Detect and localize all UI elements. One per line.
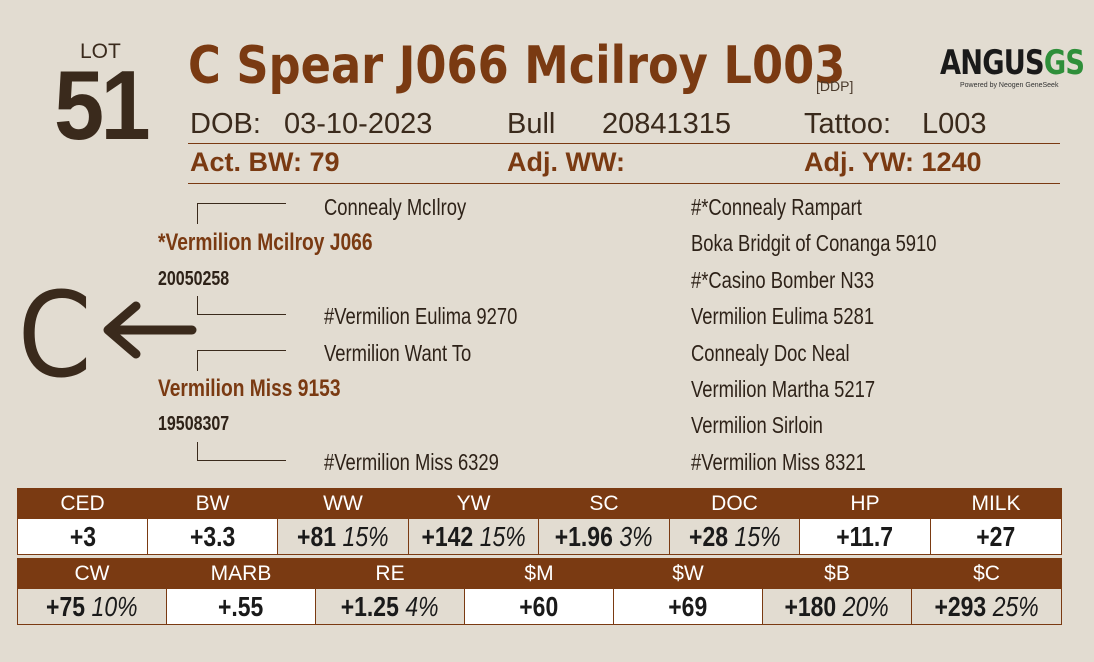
epd-value-dollar-m: +60: [519, 590, 559, 622]
epd-cell-hp: +11.7: [799, 518, 931, 555]
epd-value-yw: +142: [421, 520, 474, 552]
epd-value-hp: +11.7: [836, 520, 894, 552]
epd-header-ww: WW: [277, 488, 409, 519]
epd-percentile-sc: 3%: [619, 520, 653, 552]
epd-value-ced: +3: [69, 520, 96, 552]
dam-sire-name: Vermilion Want To: [324, 340, 472, 366]
epd-value-re: +1.25: [341, 590, 400, 622]
epd-cell-bw: +3.3: [147, 518, 278, 555]
dam-registration: 19508307: [158, 413, 230, 435]
logo-brand-text: ANGUS: [940, 43, 1045, 83]
epd-header-ced: CED: [17, 488, 148, 519]
sire-bracket-bottom: [197, 296, 286, 315]
epd-cell-cw: +75 10%: [17, 588, 167, 625]
epd-table-row2: CW MARB RE $M $W $B $C +75 10% +.55 +1.25 4% +60 +69…: [17, 558, 1062, 625]
epd-header-re: RE: [315, 558, 465, 589]
great-grandparent-4: Vermilion Eulima 5281: [691, 303, 875, 329]
dam-name: Vermilion Miss 9153: [158, 375, 341, 402]
brand-letter: C: [18, 272, 92, 392]
epd-value-ww: +81: [297, 520, 337, 552]
epd-percentile-re: 4%: [405, 590, 439, 622]
adjusted-weaning-weight: Adj. WW:: [507, 147, 625, 177]
sire-name: *Vermilion Mcilroy J066: [158, 229, 373, 256]
epd-percentile-doc: 15%: [734, 520, 781, 552]
sire-bracket-top: [197, 203, 286, 224]
epd-value-marb: +.55: [218, 590, 264, 622]
epd-header-cw: CW: [17, 558, 167, 589]
dam-dam-name: #Vermilion Miss 6329: [324, 449, 499, 475]
logo-gs-text: GS: [1043, 43, 1085, 83]
epd-header-hp: HP: [799, 488, 931, 519]
epd-percentile-dollar-c: 25%: [992, 590, 1039, 622]
epd-cell-dollar-w: +69: [613, 588, 763, 625]
epd-cell-ww: +81 15%: [277, 518, 409, 555]
tattoo-label: Tattoo:: [804, 108, 892, 140]
great-grandparent-7: Vermilion Sirloin: [691, 412, 823, 438]
epd-percentile-ww: 15%: [342, 520, 389, 552]
epd-header-yw: YW: [408, 488, 539, 519]
adjusted-yearling-weight: Adj. YW: 1240: [804, 147, 982, 177]
divider-bottom: [188, 183, 1060, 184]
great-grandparent-1: #*Connealy Rampart: [691, 194, 862, 220]
epd-header-doc: DOC: [669, 488, 800, 519]
epd-percentile-yw: 15%: [479, 520, 526, 552]
epd-cell-re: +1.25 4%: [315, 588, 465, 625]
epd-header-sc: SC: [538, 488, 670, 519]
epd-header-dollar-w: $W: [613, 558, 763, 589]
epd-cell-dollar-m: +60: [464, 588, 614, 625]
registration-tag: [DDP]: [816, 78, 854, 94]
divider-top: [188, 143, 1060, 144]
dam-bracket-bottom: [197, 442, 286, 461]
dob-value: 03-10-2023: [284, 108, 433, 140]
great-grandparent-3: #*Casino Bomber N33: [691, 267, 875, 293]
epd-value-dollar-w: +69: [668, 590, 708, 622]
epd-value-doc: +28: [688, 520, 728, 552]
epd-table-row1: CED BW WW YW SC DOC HP MILK +3 +3.3 +81 15% +142 15%…: [17, 488, 1062, 555]
lot-label: LOT: [80, 40, 121, 63]
epd-cell-dollar-b: +180 20%: [762, 588, 912, 625]
epd-header-dollar-m: $M: [464, 558, 614, 589]
animal-name: C Spear J066 Mcilroy L003: [188, 36, 846, 96]
epd-header-milk: MILK: [930, 488, 1062, 519]
dam-bracket-top: [197, 350, 286, 371]
epd-cell-dollar-c: +293 25%: [911, 588, 1062, 625]
great-grandparent-5: Connealy Doc Neal: [691, 340, 850, 366]
epd-cell-ced: +3: [17, 518, 148, 555]
great-grandparent-8: #Vermilion Miss 8321: [691, 449, 866, 475]
logo-tagline: Powered by Neogen GeneSeek: [960, 82, 1059, 89]
epd-value-dollar-c: +293: [934, 590, 987, 622]
great-grandparent-2: Boka Bridgit of Conanga 5910: [691, 230, 937, 256]
epd-value-sc: +1.96: [555, 520, 614, 552]
epd-value-bw: +3.3: [189, 520, 236, 552]
epd-value-milk: +27: [976, 520, 1016, 552]
lot-number: 51: [54, 50, 151, 160]
epd-value-dollar-b: +180: [784, 590, 837, 622]
epd-percentile-dollar-b: 20%: [843, 590, 890, 622]
angus-gs-logo: ANGUSGS Powered by Neogen GeneSeek: [940, 43, 1085, 96]
epd-header-bw: BW: [147, 488, 278, 519]
sex-value: Bull: [507, 108, 556, 140]
sire-dam-name: #Vermilion Eulima 9270: [324, 303, 518, 329]
brand-arrow-head: [103, 301, 141, 359]
registration-number: 20841315: [602, 108, 732, 140]
epd-cell-milk: +27: [930, 518, 1062, 555]
actual-birth-weight: Act. BW: 79: [190, 147, 340, 177]
great-grandparent-6: Vermilion Martha 5217: [691, 376, 876, 402]
epd-cell-doc: +28 15%: [669, 518, 800, 555]
tattoo-value: L003: [922, 108, 987, 140]
epd-value-cw: +75: [46, 590, 86, 622]
dob-label: DOB:: [190, 108, 261, 140]
brand-mark-icon: C: [18, 272, 197, 392]
epd-cell-yw: +142 15%: [408, 518, 539, 555]
epd-header-dollar-c: $C: [911, 558, 1062, 589]
epd-cell-sc: +1.96 3%: [538, 518, 670, 555]
epd-percentile-cw: 10%: [91, 590, 138, 622]
epd-header-dollar-b: $B: [762, 558, 912, 589]
sire-registration: 20050258: [158, 268, 230, 290]
sire-sire-name: Connealy McIlroy: [324, 194, 467, 220]
epd-cell-marb: +.55: [166, 588, 316, 625]
epd-header-marb: MARB: [166, 558, 316, 589]
